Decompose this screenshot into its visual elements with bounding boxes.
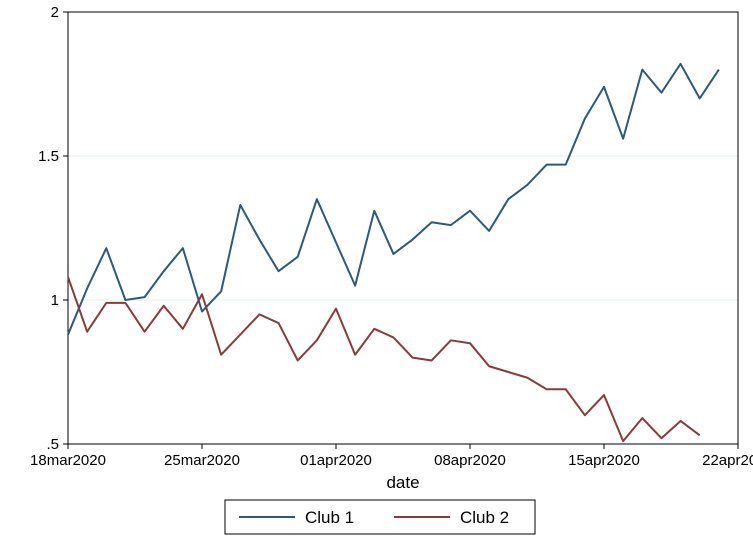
y-tick-label: 1.5 (38, 148, 59, 165)
chart-container: .5 1 1.5 2 18mar2020 25mar2020 01apr2020 08apr2… (0, 0, 753, 548)
legend-label: Club 2 (460, 508, 509, 527)
y-tick-label: 2 (51, 4, 59, 21)
x-tick-label: 15apr2020 (568, 452, 640, 469)
x-tick-label: 25mar2020 (164, 452, 240, 469)
y-tick-label: .5 (46, 436, 59, 453)
line-chart: .5 1 1.5 2 18mar2020 25mar2020 01apr2020 08apr2… (0, 0, 753, 548)
x-tick-label: 08apr2020 (434, 452, 506, 469)
legend-label: Club 1 (305, 508, 354, 527)
series-line-1 (68, 64, 719, 335)
x-tick-label: 01apr2020 (300, 452, 372, 469)
series-line-2 (68, 277, 700, 441)
y-tick-label: 1 (51, 292, 59, 309)
x-axis-title: date (386, 473, 419, 492)
x-tick-label: 22apr2020 (702, 452, 753, 469)
plot-border (68, 12, 738, 444)
x-tick-label: 18mar2020 (30, 452, 106, 469)
